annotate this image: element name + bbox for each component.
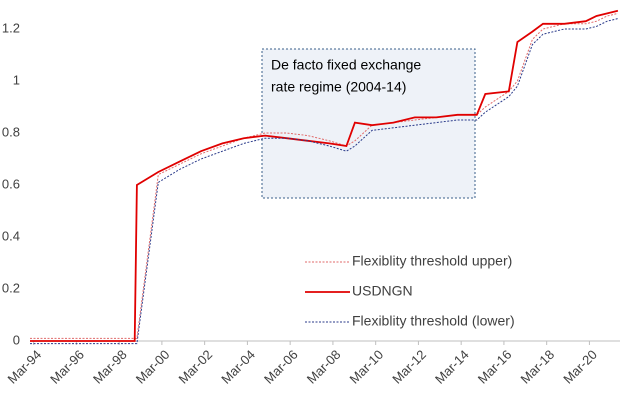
y-tick-label: 0 — [13, 332, 20, 347]
x-tick-label: Mar-96 — [47, 347, 87, 387]
series-line — [30, 18, 619, 345]
x-tick-label: Mar-10 — [346, 347, 386, 387]
y-tick-label: 0.8 — [2, 124, 20, 139]
x-tick-label: Mar-20 — [560, 347, 600, 387]
legend-label: Flexiblity threshold upper) — [352, 253, 512, 269]
series-line — [30, 12, 619, 339]
x-tick-label: Mar-94 — [4, 347, 44, 387]
x-tick-label: Mar-14 — [432, 347, 472, 387]
x-tick-label: Mar-04 — [218, 347, 258, 387]
legend-label: USDNGN — [352, 283, 413, 299]
legend-label: Flexiblity threshold (lower) — [352, 313, 515, 329]
y-tick-label: 1.2 — [2, 20, 20, 35]
series-line — [30, 9, 619, 342]
y-tick-label: 0.4 — [2, 228, 20, 243]
y-tick-label: 1 — [13, 72, 20, 87]
annotation-box — [261, 48, 476, 199]
y-tick-label: 0.6 — [2, 176, 20, 191]
x-tick-label: Mar-16 — [475, 347, 515, 387]
y-tick-label: 0.2 — [2, 280, 20, 295]
annotation-text: rate regime (2004-14) — [271, 79, 406, 95]
x-tick-label: Mar-00 — [133, 347, 173, 387]
x-tick-label: Mar-12 — [389, 347, 429, 387]
x-tick-label: Mar-06 — [261, 347, 301, 387]
annotation-text: De facto fixed exchange — [271, 57, 421, 73]
x-tick-label: Mar-18 — [517, 347, 557, 387]
x-tick-label: Mar-08 — [304, 347, 344, 387]
x-tick-label: Mar-98 — [90, 347, 130, 387]
x-tick-label: Mar-02 — [175, 347, 215, 387]
